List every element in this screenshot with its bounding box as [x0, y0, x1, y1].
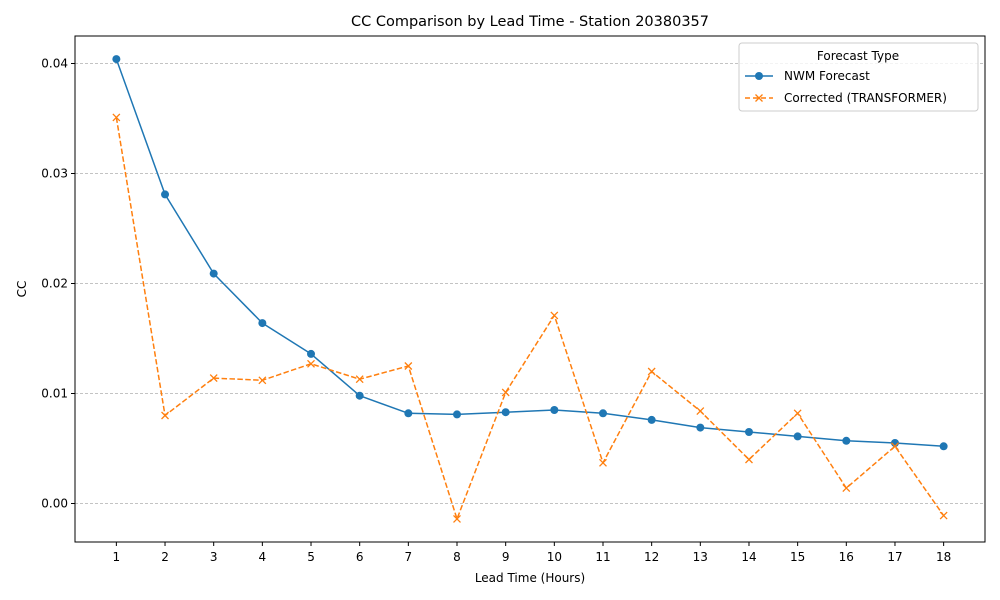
x-tick-label: 14 [741, 550, 756, 564]
data-point [404, 362, 413, 370]
data-point [842, 436, 851, 445]
data-point [550, 311, 559, 320]
data-point [891, 442, 899, 451]
legend-box [738, 42, 979, 112]
data-point [501, 408, 510, 417]
x-tick-label: 6 [356, 550, 364, 564]
legend: Forecast Type NWM Forecast Corrected (TR… [738, 42, 979, 112]
series-line [115, 117, 945, 520]
data-point [453, 410, 462, 419]
series-line [115, 58, 944, 448]
data-point [112, 113, 121, 122]
x-tick-label: 9 [502, 550, 510, 564]
y-axis: 0.00 0.01 0.02 0.03 0.04 [41, 57, 75, 511]
data-point [355, 375, 364, 384]
data-point [209, 374, 218, 383]
data-point [696, 423, 705, 432]
y-tick-label: 0.04 [41, 57, 68, 71]
data-point [161, 411, 169, 420]
x-tick-label: 1 [113, 550, 121, 564]
data-point [793, 409, 802, 418]
data-point [939, 442, 948, 451]
data-point [939, 511, 948, 520]
y-tick-label: 0.02 [41, 277, 68, 291]
x-axis-title: Lead Time (Hours) [475, 571, 585, 585]
series-corrected-transformer [112, 113, 948, 523]
legend-title: Forecast Type [817, 49, 899, 63]
data-point [404, 409, 413, 418]
grid-lines [75, 63, 985, 504]
x-tick-label: 15 [790, 550, 805, 564]
data-point [161, 190, 170, 199]
x-tick-label: 4 [259, 550, 267, 564]
data-point [696, 407, 705, 416]
legend-item-corrected: Corrected (TRANSFORMER) [745, 91, 947, 105]
chart-title: CC Comparison by Lead Time - Station 203… [351, 14, 709, 30]
x-tick-label: 10 [547, 550, 562, 564]
data-point [599, 458, 607, 467]
data-point [258, 319, 267, 328]
series-nwm-forecast [112, 55, 948, 451]
data-point [258, 376, 267, 385]
legend-label-nwm: NWM Forecast [784, 69, 870, 83]
data-point [307, 349, 316, 358]
plot-area-frame [74, 35, 986, 543]
x-tick-label: 2 [161, 550, 169, 564]
x-tick-label: 8 [453, 550, 461, 564]
data-point [112, 55, 121, 64]
data-point [744, 428, 753, 436]
y-tick-label: 0.01 [41, 387, 68, 401]
y-tick-label: 0.00 [41, 497, 68, 511]
legend-label-corrected: Corrected (TRANSFORMER) [784, 91, 947, 105]
x-tick-label: 12 [644, 550, 659, 564]
x-tick-label: 16 [839, 550, 854, 564]
data-point [598, 409, 607, 418]
data-point [355, 391, 364, 400]
data-point [453, 514, 461, 523]
x-axis: 1 2 3 4 5 6 7 8 9 10 11 12 13 14 15 16 17 18 [113, 542, 951, 564]
x-tick-label: 11 [595, 550, 610, 564]
x-tick-label: 3 [210, 550, 218, 564]
data-point [745, 455, 753, 464]
legend-item-nwm: NWM Forecast [745, 69, 870, 83]
data-point [793, 432, 802, 441]
y-axis-title: CC [15, 281, 29, 298]
x-tick-label: 5 [307, 550, 315, 564]
data-point [647, 367, 656, 376]
legend-marker-nwm [755, 72, 763, 80]
x-tick-label: 13 [693, 550, 708, 564]
x-tick-label: 7 [405, 550, 413, 564]
data-point [501, 388, 510, 397]
legend-marker-corrected [755, 94, 763, 102]
data-point [550, 406, 559, 414]
series-layer [112, 55, 948, 523]
x-tick-label: 18 [936, 550, 951, 564]
y-tick-label: 0.03 [41, 167, 68, 181]
data-point [647, 415, 656, 424]
data-point [307, 359, 315, 368]
x-tick-label: 17 [887, 550, 902, 564]
data-point [209, 269, 218, 278]
data-point [842, 484, 851, 493]
